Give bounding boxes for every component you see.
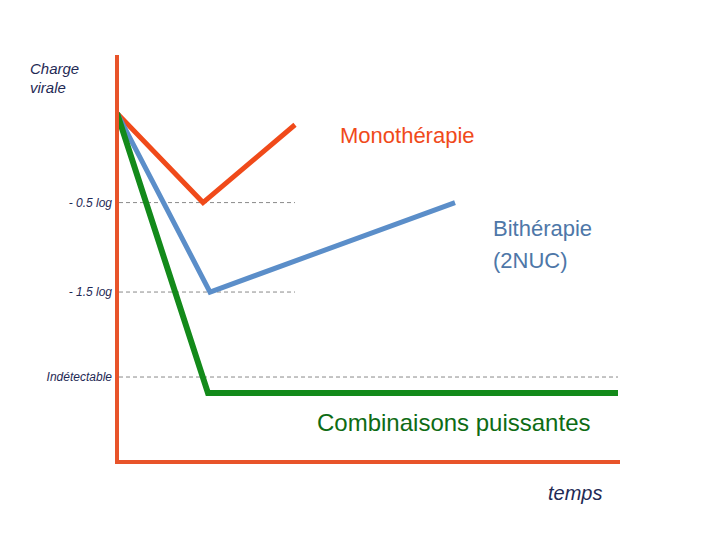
tick-label: Indétectable — [47, 370, 113, 384]
series-line — [117, 113, 618, 393]
grid-line — [119, 292, 295, 293]
series-label-line: (2NUC) — [493, 248, 568, 273]
y-axis-label: Charge virale — [30, 60, 79, 96]
tick-label: - 0.5 log — [69, 196, 113, 210]
grid-line — [119, 377, 618, 378]
y-axis-label-line: virale — [30, 79, 66, 96]
series-label: Combinaisons puissantes — [317, 409, 590, 436]
series-label-line: Bithérapie — [493, 216, 592, 241]
y-axis-label-line: Charge — [30, 60, 79, 77]
tick-label: - 1.5 log — [69, 285, 113, 299]
x-axis — [115, 460, 620, 464]
chart: - 0.5 log - 1.5 log Indétectable Charge vira… — [0, 0, 720, 540]
series-label: Bithérapie (2NUC) — [493, 216, 592, 273]
x-axis-label: temps — [548, 482, 602, 504]
y-axis — [115, 55, 119, 464]
marks — [117, 113, 618, 393]
series-label: Monothérapie — [340, 123, 475, 148]
